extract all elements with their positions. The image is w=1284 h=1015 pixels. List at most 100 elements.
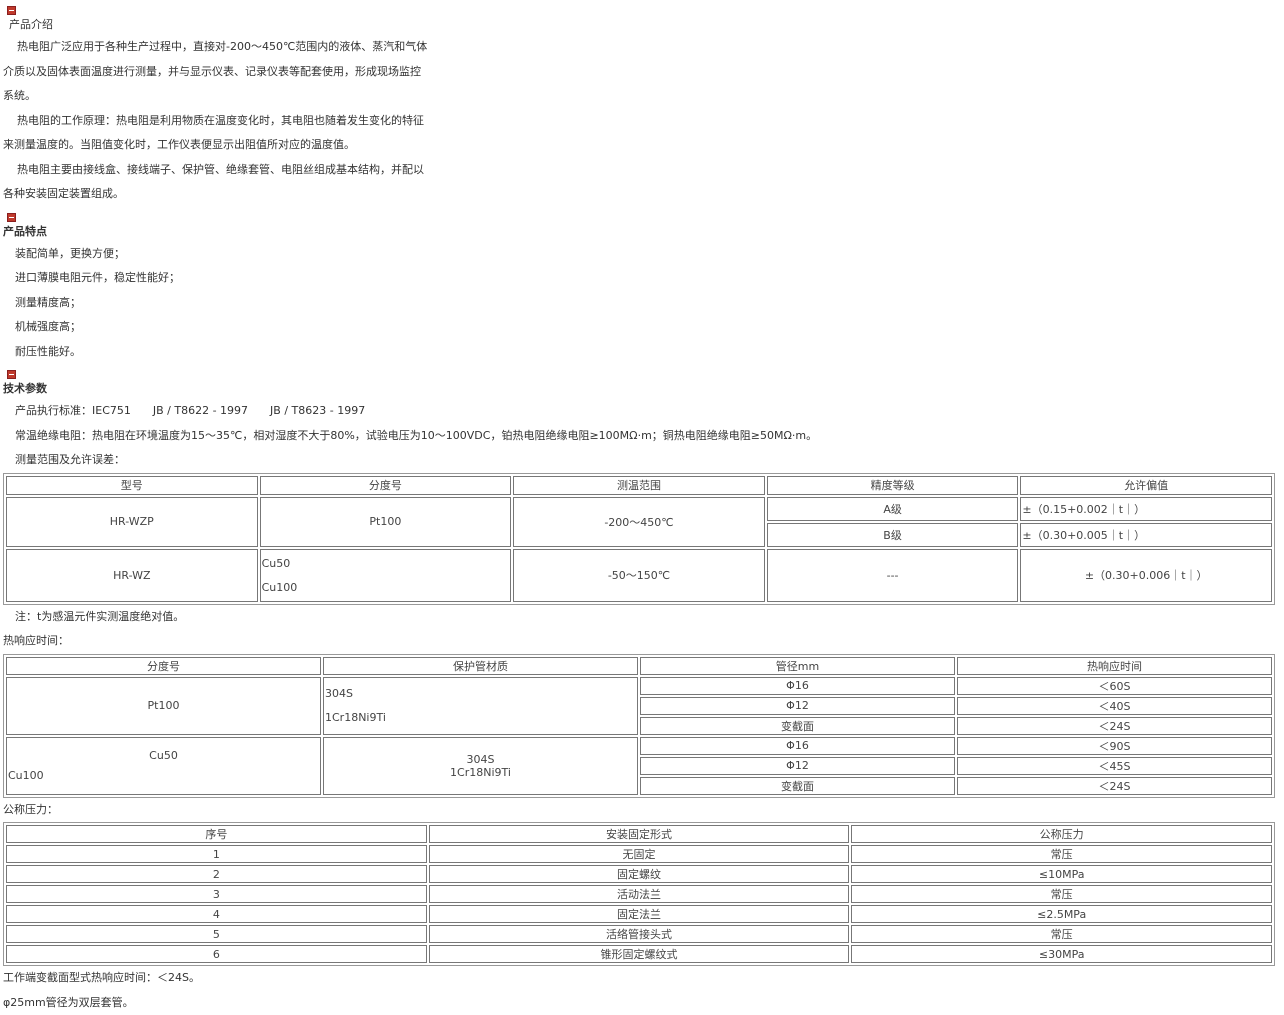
cell-line: 304S [325,681,636,706]
cell: ≤30MPa [851,945,1272,963]
cell-line: Cu50 [8,746,319,766]
cell: ≤2.5MPa [851,905,1272,923]
cell: Pt100 [6,677,321,735]
cell: A级 [767,497,1019,521]
footer-line: 工作端变截面型式热响应时间：＜24S。 [3,966,1284,991]
header-cell: 保护管材质 [323,657,638,675]
cell: 变截面 [640,777,955,795]
cell-line: 1Cr18Ni9Ti [325,706,636,730]
cell: ±（0.30+0.005｜t｜） [1020,523,1272,547]
table-header-row: 型号 分度号 测温范围 精度等级 允许偏值 [6,476,1272,495]
cell: 常压 [851,925,1272,943]
response-title: 热响应时间： [3,629,1284,654]
footer-line: φ25mm管径为双层套管。 [3,991,1284,1015]
cell: 3 [6,885,427,903]
cell: ＜45S [957,757,1272,775]
cell: Φ12 [640,757,955,775]
paragraph: 热电阻的工作原理：热电阻是利用物质在温度变化时，其电阻也随着发生变化的特征 [3,109,1284,134]
cell: 锥形固定螺纹式 [429,945,850,963]
cell-line: Cu50 [262,551,510,576]
section-bullet-icon [7,213,16,222]
cell: ＜40S [957,697,1272,715]
header-cell: 精度等级 [767,476,1019,495]
paragraph: 来测量温度的。当阻值变化时，工作仪表便显示出阻值所对应的温度值。 [3,133,1284,158]
page: 产品介绍 热电阻广泛应用于各种生产过程中，直接对-200～450℃范围内的液体、… [0,6,1284,1015]
cell: 活动法兰 [429,885,850,903]
cell: -50～150℃ [513,549,765,602]
cell: 无固定 [429,845,850,863]
intro-text: 热电阻广泛应用于各种生产过程中，直接对-200～450℃范围内的液体、蒸汽和气体… [3,35,1284,207]
cell: Φ16 [640,677,955,695]
header-cell: 管径mm [640,657,955,675]
cell-line: Cu100 [8,766,319,786]
cell-line: 304S [325,753,636,766]
cell: 固定螺纹 [429,865,850,883]
spec-line: 产品执行标准：IEC751 JB / T8622 - 1997 JB / T86… [3,399,1284,424]
header-cell: 测温范围 [513,476,765,495]
cell: 活络管接头式 [429,925,850,943]
header-cell: 公称压力 [851,825,1272,843]
cell: 常压 [851,845,1272,863]
section-title-specs: 技术参数 [3,379,1284,399]
cell: 固定法兰 [429,905,850,923]
cell: HR-WZ [6,549,258,602]
table-header-row: 序号 安装固定形式 公称压力 [6,825,1272,843]
spec-line: 测量范围及允许误差： [3,448,1284,473]
cell: ＜24S [957,717,1272,735]
header-cell: 分度号 [260,476,512,495]
cell: 5 [6,925,427,943]
cell: ±（0.30+0.006｜t｜） [1020,549,1272,602]
cell: ≤10MPa [851,865,1272,883]
feature-item: 测量精度高； [3,291,1284,316]
header-cell: 热响应时间 [957,657,1272,675]
pressure-title: 公称压力： [3,798,1284,823]
paragraph: 介质以及固体表面温度进行测量，并与显示仪表、记录仪表等配套使用，形成现场监控 [3,60,1284,85]
paragraph: 系统。 [3,84,1284,109]
cell-line: 1Cr18Ni9Ti [325,766,636,779]
cell: Φ16 [640,737,955,755]
header-cell: 分度号 [6,657,321,675]
cell: ±（0.15+0.002｜t｜） [1020,497,1272,521]
section-title-features: 产品特点 [3,222,1284,242]
cell: B级 [767,523,1019,547]
section-bullet-icon [7,6,16,15]
cell: -200～450℃ [513,497,765,547]
cell: --- [767,549,1019,602]
cell: 6 [6,945,427,963]
cell: Φ12 [640,697,955,715]
spec-line: 常温绝缘电阻：热电阻在环境温度为15～35℃，相对湿度不大于80%，试验电压为1… [3,424,1284,449]
cell: ＜24S [957,777,1272,795]
cell: HR-WZP [6,497,258,547]
header-cell: 允许偏值 [1020,476,1272,495]
cell: ＜60S [957,677,1272,695]
cell-line: Cu100 [262,576,510,600]
range-table: 型号 分度号 测温范围 精度等级 允许偏值 HR-WZP Pt100 -200～… [3,473,1275,605]
note: 注：t为感温元件实测温度绝对值。 [3,605,1284,630]
cell: 常压 [851,885,1272,903]
header-cell: 序号 [6,825,427,843]
header-cell: 型号 [6,476,258,495]
cell: 变截面 [640,717,955,735]
feature-item: 机械强度高； [3,315,1284,340]
feature-item: 耐压性能好。 [3,340,1284,365]
cell: 2 [6,865,427,883]
section-title-intro: 产品介绍 [3,15,1284,35]
header-cell: 安装固定形式 [429,825,850,843]
section-bullet-icon [7,370,16,379]
cell: 1 [6,845,427,863]
cell: 4 [6,905,427,923]
